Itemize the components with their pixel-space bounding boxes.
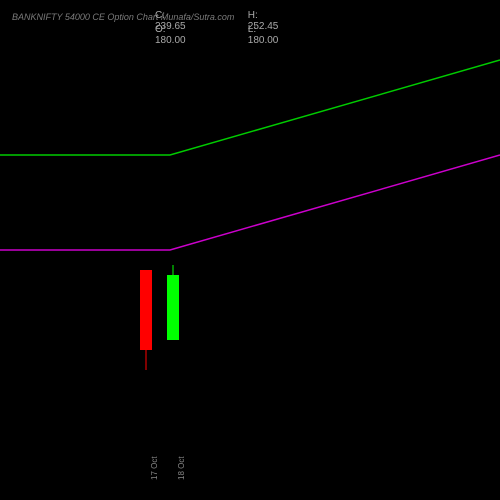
x-tick-label: 18 Oct <box>177 456 186 480</box>
x-tick-label: 17 Oct <box>150 456 159 480</box>
chart-svg <box>0 0 500 500</box>
chart-container: BANKNIFTY 54000 CE Option Chart Munafa/S… <box>0 0 500 500</box>
